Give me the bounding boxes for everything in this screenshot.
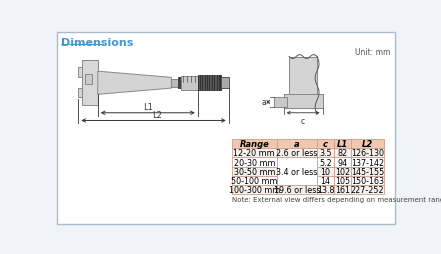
Bar xyxy=(178,78,181,89)
Bar xyxy=(198,76,221,91)
Bar xyxy=(232,149,277,158)
Text: L2: L2 xyxy=(362,139,373,149)
Text: 227-252: 227-252 xyxy=(351,185,384,195)
Text: 50-100 mm: 50-100 mm xyxy=(231,176,277,185)
Bar xyxy=(334,139,351,149)
Text: 3.4 or less: 3.4 or less xyxy=(276,167,318,176)
Text: 12-20 mm: 12-20 mm xyxy=(233,149,275,158)
Text: 100-300 mm: 100-300 mm xyxy=(228,185,280,195)
Text: 82: 82 xyxy=(338,149,348,158)
Text: a: a xyxy=(294,139,300,149)
Text: c: c xyxy=(301,116,305,125)
Bar xyxy=(232,167,277,176)
Bar xyxy=(317,158,334,167)
Bar xyxy=(317,167,334,176)
Bar xyxy=(78,67,82,78)
Bar xyxy=(232,139,277,149)
Bar xyxy=(82,61,98,106)
Bar xyxy=(277,149,317,158)
Bar xyxy=(172,80,178,87)
Bar xyxy=(277,158,317,185)
Bar xyxy=(317,149,334,158)
Text: L1: L1 xyxy=(337,139,348,149)
Bar xyxy=(351,185,384,195)
Text: 137-142: 137-142 xyxy=(351,158,384,167)
Text: a: a xyxy=(261,98,266,107)
Bar xyxy=(351,139,384,149)
Bar xyxy=(85,75,92,84)
Bar xyxy=(78,89,82,98)
Bar xyxy=(232,158,277,167)
Bar xyxy=(334,176,351,185)
Text: 126-130: 126-130 xyxy=(351,149,384,158)
Text: L2: L2 xyxy=(153,110,162,119)
Text: 14: 14 xyxy=(321,176,331,185)
Bar xyxy=(334,149,351,158)
Text: c: c xyxy=(323,139,328,149)
Bar xyxy=(284,95,322,109)
Bar xyxy=(351,158,384,167)
Text: 94: 94 xyxy=(338,158,348,167)
Bar xyxy=(289,58,317,95)
Text: 19.6 or less: 19.6 or less xyxy=(274,185,320,195)
Bar xyxy=(232,176,277,185)
Bar xyxy=(277,139,317,149)
Text: 102: 102 xyxy=(335,167,350,176)
Bar xyxy=(334,167,351,176)
Text: 161: 161 xyxy=(335,185,350,195)
Bar xyxy=(317,185,334,195)
Bar xyxy=(317,176,334,185)
Text: 10: 10 xyxy=(321,167,331,176)
Polygon shape xyxy=(98,72,172,95)
Text: Dimensions: Dimensions xyxy=(61,38,134,48)
Bar xyxy=(317,139,334,149)
Text: 2.6 or less: 2.6 or less xyxy=(276,149,318,158)
Text: 3.5: 3.5 xyxy=(319,149,332,158)
Bar xyxy=(221,78,229,89)
Bar xyxy=(351,176,384,185)
Text: 5.2: 5.2 xyxy=(319,158,332,167)
Text: 13.8: 13.8 xyxy=(317,185,334,195)
Bar xyxy=(277,185,317,195)
Bar xyxy=(274,98,287,107)
Bar xyxy=(232,185,277,195)
Text: 20-30 mm: 20-30 mm xyxy=(234,158,275,167)
Text: 30-50 mm: 30-50 mm xyxy=(234,167,275,176)
Text: 145-155: 145-155 xyxy=(351,167,384,176)
Bar xyxy=(334,185,351,195)
Bar xyxy=(351,149,384,158)
Bar xyxy=(334,158,351,167)
Text: Note: External view differs depending on measurement range.: Note: External view differs depending on… xyxy=(232,196,441,202)
Bar xyxy=(351,167,384,176)
Text: 105: 105 xyxy=(335,176,350,185)
Text: Unit: mm: Unit: mm xyxy=(355,47,390,56)
Bar xyxy=(181,76,198,90)
Text: Range: Range xyxy=(239,139,269,149)
Text: 150-163: 150-163 xyxy=(351,176,384,185)
Text: L1: L1 xyxy=(143,103,153,112)
